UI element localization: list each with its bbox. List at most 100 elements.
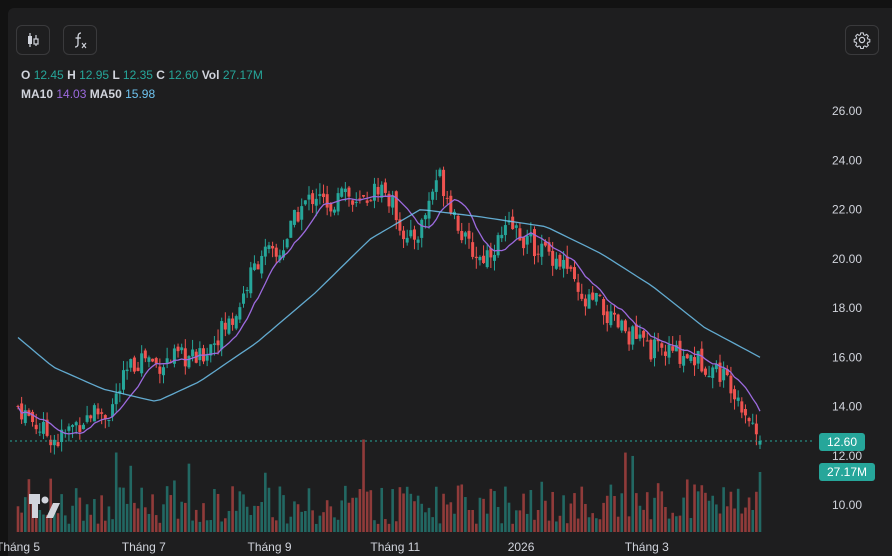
volume-bar bbox=[416, 495, 420, 532]
volume-bar bbox=[504, 486, 507, 532]
candle bbox=[689, 354, 693, 364]
candle bbox=[707, 365, 711, 378]
function-icon bbox=[74, 32, 87, 49]
volume-bar bbox=[314, 523, 318, 532]
candle bbox=[300, 198, 304, 231]
volume-bar bbox=[482, 498, 485, 532]
candle bbox=[161, 364, 165, 384]
candle bbox=[492, 244, 496, 271]
candle bbox=[242, 286, 246, 308]
candle bbox=[522, 236, 526, 256]
candle bbox=[463, 231, 467, 245]
volume-bar bbox=[424, 512, 427, 532]
candlestick-icon bbox=[28, 33, 39, 47]
candle bbox=[351, 198, 355, 212]
candle bbox=[605, 304, 609, 332]
candle bbox=[405, 229, 409, 246]
volume-bar bbox=[736, 488, 740, 532]
volume-bar bbox=[209, 520, 213, 532]
candle bbox=[380, 181, 384, 203]
volume-bar bbox=[544, 500, 547, 532]
candle bbox=[758, 435, 762, 449]
volume-bar bbox=[67, 523, 71, 532]
volume-bar bbox=[318, 515, 322, 532]
candle bbox=[489, 242, 493, 268]
volume-bar bbox=[489, 488, 493, 532]
last-volume-tag: 27.17M bbox=[819, 463, 875, 481]
candle bbox=[616, 313, 620, 329]
candle bbox=[227, 315, 231, 336]
volume-bar bbox=[587, 517, 591, 532]
volume-bar bbox=[402, 493, 405, 532]
volume-bar bbox=[460, 484, 464, 532]
volume-bar bbox=[144, 507, 147, 532]
volume-bar bbox=[191, 520, 194, 532]
volume-bar bbox=[300, 511, 304, 532]
candle bbox=[747, 416, 751, 427]
candle bbox=[180, 343, 184, 354]
candle bbox=[613, 305, 617, 321]
volume-bar bbox=[649, 519, 653, 532]
candle bbox=[129, 358, 133, 372]
candle bbox=[620, 319, 624, 333]
candle bbox=[431, 188, 435, 205]
candle bbox=[547, 237, 551, 256]
candle bbox=[260, 250, 264, 279]
candle bbox=[514, 223, 518, 239]
volume-bar bbox=[56, 513, 60, 532]
volume-bar bbox=[707, 500, 711, 532]
volume-bar bbox=[347, 502, 351, 532]
indicators-button[interactable] bbox=[63, 25, 97, 55]
volume-bar bbox=[60, 494, 63, 532]
candle bbox=[653, 332, 657, 367]
candle bbox=[223, 312, 227, 337]
candle bbox=[78, 417, 82, 440]
candle bbox=[420, 218, 424, 248]
candle bbox=[136, 361, 140, 372]
volume-bar bbox=[744, 507, 747, 532]
candle bbox=[103, 414, 107, 429]
volume-bar bbox=[260, 502, 263, 532]
settings-button[interactable] bbox=[845, 25, 879, 55]
candle bbox=[536, 245, 540, 263]
candle bbox=[598, 293, 602, 297]
candle bbox=[460, 222, 464, 244]
candlestick-icon-button[interactable] bbox=[16, 25, 50, 55]
candle bbox=[682, 348, 686, 373]
volume-bar bbox=[493, 491, 496, 532]
candle bbox=[376, 177, 380, 202]
candle bbox=[187, 355, 191, 369]
volume-bar bbox=[358, 489, 362, 532]
volume-bar bbox=[689, 518, 693, 532]
volume-bar bbox=[642, 509, 645, 532]
volume-bar bbox=[485, 513, 489, 532]
last-price-label: 12.60 bbox=[827, 435, 857, 449]
high-label: H bbox=[67, 68, 76, 82]
candle bbox=[369, 198, 373, 202]
candle bbox=[754, 414, 758, 446]
volume-bar bbox=[220, 521, 223, 532]
volume-bar bbox=[93, 499, 96, 532]
candle bbox=[573, 260, 576, 282]
candles bbox=[16, 166, 762, 455]
volume-bar bbox=[296, 504, 300, 532]
candle bbox=[56, 433, 60, 448]
candle bbox=[151, 358, 155, 363]
x-tick-label: Tháng 9 bbox=[248, 540, 292, 554]
candle bbox=[322, 184, 326, 204]
volume-bar bbox=[205, 520, 209, 532]
gear-icon bbox=[853, 32, 871, 49]
candle bbox=[154, 356, 158, 368]
volume-bar bbox=[449, 502, 453, 532]
candle bbox=[340, 186, 344, 198]
volume-bar bbox=[522, 493, 525, 532]
volume-bar bbox=[49, 478, 53, 532]
volume-bar bbox=[525, 513, 529, 532]
volume-bar bbox=[664, 507, 667, 532]
volume-bar bbox=[169, 495, 173, 532]
volume-bar bbox=[391, 489, 394, 532]
volume-bar bbox=[434, 486, 438, 532]
volume-bar bbox=[376, 523, 380, 532]
volume-bar bbox=[547, 520, 551, 532]
